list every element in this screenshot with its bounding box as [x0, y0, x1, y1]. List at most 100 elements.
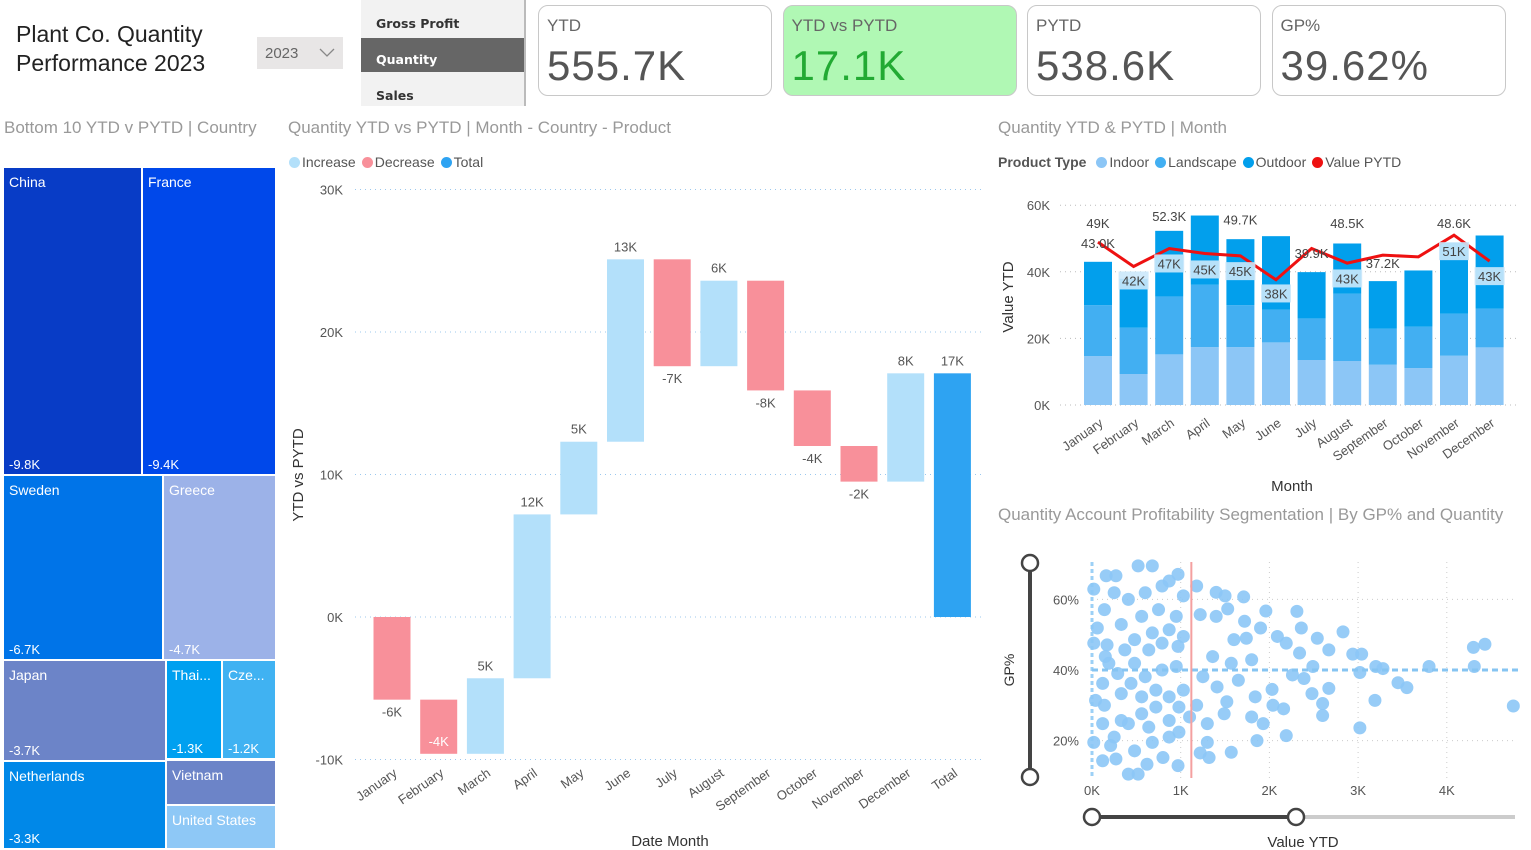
- bar-segment-landscape[interactable]: [1226, 305, 1255, 348]
- nav-button-sales[interactable]: Sales: [376, 88, 414, 103]
- waterfall-bar[interactable]: [560, 441, 598, 515]
- treemap-tile-cze-[interactable]: Cze... -1.2K: [223, 661, 275, 758]
- treemap-tile-thai-[interactable]: Thai... -1.3K: [167, 661, 221, 758]
- scatter-point[interactable]: [1353, 721, 1367, 735]
- scatter-point[interactable]: [1162, 623, 1176, 637]
- scatter-point[interactable]: [1128, 744, 1142, 758]
- gp-slider-handle[interactable]: [1020, 553, 1040, 573]
- treemap-tile-greece[interactable]: Greece -4.7K: [164, 476, 275, 659]
- scatter-point[interactable]: [1109, 569, 1123, 583]
- bar-segment-outdoor[interactable]: [1404, 270, 1433, 327]
- bar-segment-indoor[interactable]: [1155, 354, 1184, 405]
- scatter-point[interactable]: [1097, 698, 1111, 712]
- scatter-point[interactable]: [1176, 629, 1190, 643]
- scatter-point[interactable]: [1107, 730, 1121, 744]
- scatter-point[interactable]: [1176, 589, 1190, 603]
- scatter-point[interactable]: [1310, 631, 1324, 645]
- scatter-point[interactable]: [1290, 604, 1304, 618]
- scatter-point[interactable]: [1248, 690, 1262, 704]
- legend-item[interactable]: Total: [440, 154, 483, 170]
- bar-segment-indoor[interactable]: [1333, 361, 1362, 405]
- scatter-point[interactable]: [1254, 621, 1268, 635]
- scatter-point[interactable]: [1176, 683, 1190, 697]
- scatter-point[interactable]: [1169, 609, 1183, 623]
- scatter-point[interactable]: [1162, 574, 1176, 588]
- value-slider-handle[interactable]: [1286, 807, 1306, 827]
- scatter-point[interactable]: [1114, 687, 1128, 701]
- bar-segment-landscape[interactable]: [1440, 313, 1468, 356]
- scatter-point[interactable]: [1149, 683, 1163, 697]
- scatter-point[interactable]: [1316, 697, 1330, 711]
- legend-item[interactable]: Value PYTD: [1312, 154, 1401, 170]
- scatter-point[interactable]: [1183, 710, 1197, 724]
- scatter-point[interactable]: [1138, 670, 1152, 684]
- bar-segment-landscape[interactable]: [1475, 308, 1504, 348]
- scatter-point[interactable]: [1316, 709, 1330, 723]
- scatter-point[interactable]: [1087, 582, 1101, 596]
- treemap-tile-france[interactable]: France -9.4K: [143, 168, 275, 474]
- scatter-point[interactable]: [1217, 707, 1231, 721]
- treemap-tile-netherlands[interactable]: Netherlands -3.3K: [4, 762, 165, 848]
- scatter-point[interactable]: [1135, 707, 1149, 721]
- scatter-point[interactable]: [1297, 671, 1311, 685]
- pytd-line[interactable]: [1097, 233, 1491, 282]
- waterfall-bar[interactable]: [420, 699, 458, 754]
- scatter-point[interactable]: [1131, 767, 1145, 781]
- scatter-point[interactable]: [1202, 751, 1216, 765]
- scatter-point[interactable]: [1279, 636, 1293, 650]
- bar-segment-landscape[interactable]: [1297, 318, 1326, 361]
- scatter-point[interactable]: [1102, 656, 1116, 670]
- scatter-point[interactable]: [1128, 633, 1142, 647]
- scatter-point[interactable]: [1171, 759, 1185, 773]
- scatter-point[interactable]: [1200, 717, 1214, 731]
- scatter-point[interactable]: [1114, 617, 1128, 631]
- scatter-point[interactable]: [1265, 682, 1279, 696]
- bar-segment-landscape[interactable]: [1262, 309, 1290, 343]
- scatter-point[interactable]: [1466, 640, 1480, 654]
- scatter-point[interactable]: [1097, 603, 1111, 617]
- scatter-point[interactable]: [1270, 629, 1284, 643]
- scatter-point[interactable]: [1231, 673, 1245, 687]
- scatter-point[interactable]: [1224, 656, 1238, 670]
- scatter-point[interactable]: [1196, 670, 1210, 684]
- scatter-point[interactable]: [1206, 650, 1220, 664]
- waterfall-bar[interactable]: [793, 390, 831, 446]
- scatter-point[interactable]: [1238, 614, 1252, 628]
- scatter-point[interactable]: [1162, 713, 1176, 727]
- scatter-point[interactable]: [1142, 643, 1156, 657]
- value-slider-handle[interactable]: [1082, 807, 1102, 827]
- scatter-point[interactable]: [1259, 604, 1273, 618]
- waterfall-bar[interactable]: [466, 678, 504, 754]
- year-slicer-dropdown[interactable]: 2023: [257, 37, 343, 69]
- bar-segment-landscape[interactable]: [1190, 284, 1219, 348]
- treemap-tile-vietnam[interactable]: Vietnam: [167, 761, 275, 804]
- legend-item[interactable]: Landscape: [1155, 154, 1237, 170]
- scatter-point[interactable]: [1250, 734, 1264, 748]
- scatter-point[interactable]: [1256, 717, 1270, 731]
- bar-segment-indoor[interactable]: [1440, 355, 1468, 405]
- scatter-point[interactable]: [1128, 656, 1142, 670]
- waterfall-bar[interactable]: [700, 280, 738, 367]
- scatter-point[interactable]: [1305, 687, 1319, 701]
- scatter-point[interactable]: [1145, 626, 1159, 640]
- scatter-point[interactable]: [1138, 586, 1152, 600]
- waterfall-bar[interactable]: [607, 259, 644, 442]
- waterfall-bar[interactable]: [653, 259, 691, 367]
- scatter-point[interactable]: [1121, 592, 1135, 606]
- scatter-point[interactable]: [1245, 710, 1259, 724]
- scatter-point[interactable]: [1224, 745, 1238, 759]
- scatter-point[interactable]: [1266, 698, 1280, 712]
- bar-segment-landscape[interactable]: [1084, 305, 1112, 357]
- scatter-point[interactable]: [1368, 693, 1382, 707]
- waterfall-bar[interactable]: [887, 373, 925, 482]
- legend-item[interactable]: Decrease: [361, 154, 435, 170]
- scatter-point[interactable]: [1322, 681, 1336, 695]
- scatter-point[interactable]: [1279, 729, 1293, 743]
- bar-segment-indoor[interactable]: [1297, 360, 1326, 405]
- waterfall-bar[interactable]: [933, 373, 971, 617]
- bar-segment-indoor[interactable]: [1475, 347, 1504, 405]
- scatter-point[interactable]: [1099, 569, 1113, 583]
- gp-slider-handle[interactable]: [1020, 767, 1040, 787]
- scatter-point[interactable]: [1149, 700, 1163, 714]
- waterfall-bar[interactable]: [840, 446, 878, 482]
